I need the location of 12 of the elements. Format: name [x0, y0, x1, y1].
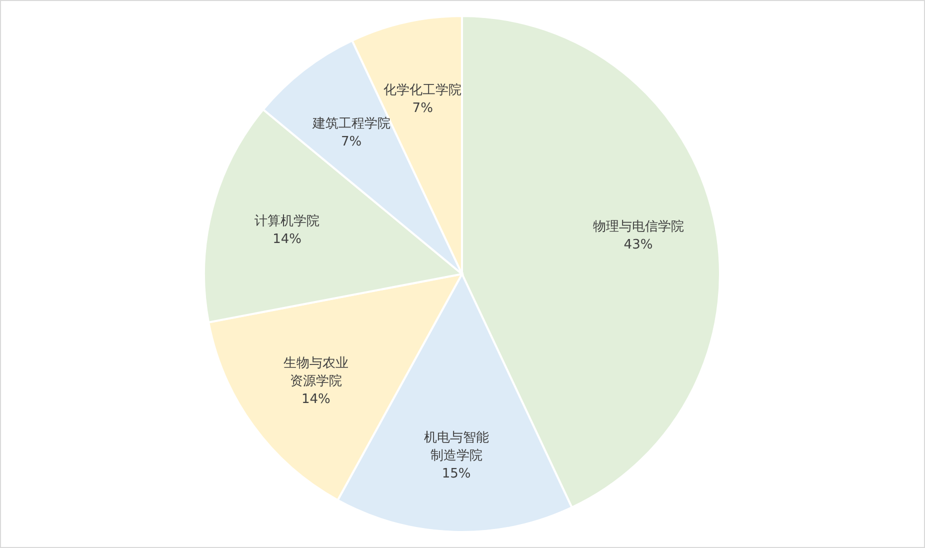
data-label: 7%: [412, 100, 433, 116]
data-label: 15%: [442, 466, 471, 482]
data-label: 43%: [624, 238, 653, 253]
slice-label: 物理与电信学院: [592, 220, 684, 235]
slice-label: 建筑工程学院: [311, 116, 390, 132]
data-label: 14%: [301, 392, 330, 408]
slice-label: 生物与农业资源学院: [283, 356, 348, 390]
data-label: 14%: [272, 232, 302, 248]
slice-label: 机电与智能制造学院: [424, 430, 489, 464]
data-label: 7%: [340, 134, 362, 150]
slice-label: 计算机学院: [254, 214, 320, 230]
slice-label: 化学化工学院: [384, 82, 462, 98]
